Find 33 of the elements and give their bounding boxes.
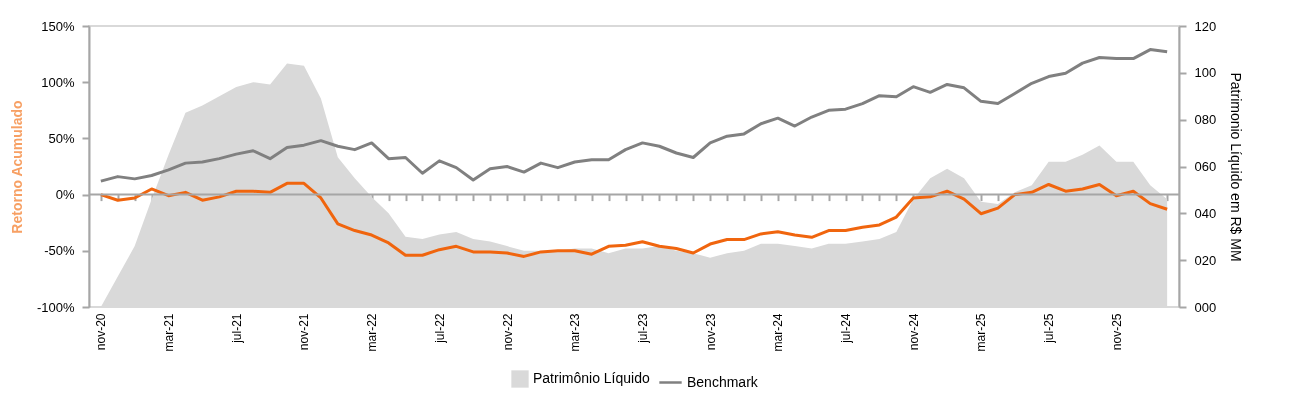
x-tick-label: mar-24 <box>771 313 786 352</box>
x-tick-label: jul-24 <box>839 313 854 344</box>
y-tick-label: 150% <box>41 18 75 34</box>
x-tick-label: mar-23 <box>568 313 583 352</box>
y-tick-label: 50% <box>48 130 75 146</box>
y2-tick-label: 120 <box>1194 18 1217 34</box>
y2-tick-label: 000 <box>1194 299 1217 315</box>
x-tick-label: nov-23 <box>703 313 718 351</box>
x-tick-label: mar-22 <box>365 313 380 352</box>
y2-axis-title: Patrimonio Líquido em R$ MM <box>1228 72 1245 262</box>
y2-tick-label: 040 <box>1194 205 1217 221</box>
y-tick-label: 0% <box>55 187 75 203</box>
x-tick-label: jul-25 <box>1042 313 1057 344</box>
y2-tick-label: 020 <box>1194 252 1217 268</box>
x-tick-label: nov-24 <box>906 313 921 351</box>
legend-label: Patrimônio Líquido <box>533 370 650 386</box>
x-tick-label: jul-21 <box>229 313 244 344</box>
y2-tick-label: 080 <box>1194 112 1217 128</box>
y2-tick-label: 060 <box>1194 159 1217 174</box>
y2-tick-label: 100 <box>1194 65 1217 81</box>
y-tick-label: 100% <box>41 74 75 90</box>
x-tick-label: jul-23 <box>635 313 650 344</box>
x-tick-label: nov-20 <box>94 313 109 351</box>
y-axis-title: Retorno Acumulado <box>8 100 25 234</box>
y-tick-label: -100% <box>36 299 75 315</box>
x-tick-label: nov-22 <box>500 313 515 351</box>
legend-label: Benchmark <box>687 373 759 390</box>
y-tick-label: -50% <box>44 243 75 259</box>
x-tick-label: nov-21 <box>297 313 312 351</box>
x-tick-label: mar-25 <box>974 313 989 352</box>
x-tick-label: jul-22 <box>432 313 447 344</box>
x-tick-label: mar-21 <box>162 313 177 352</box>
x-tick-label: nov-25 <box>1109 313 1124 351</box>
